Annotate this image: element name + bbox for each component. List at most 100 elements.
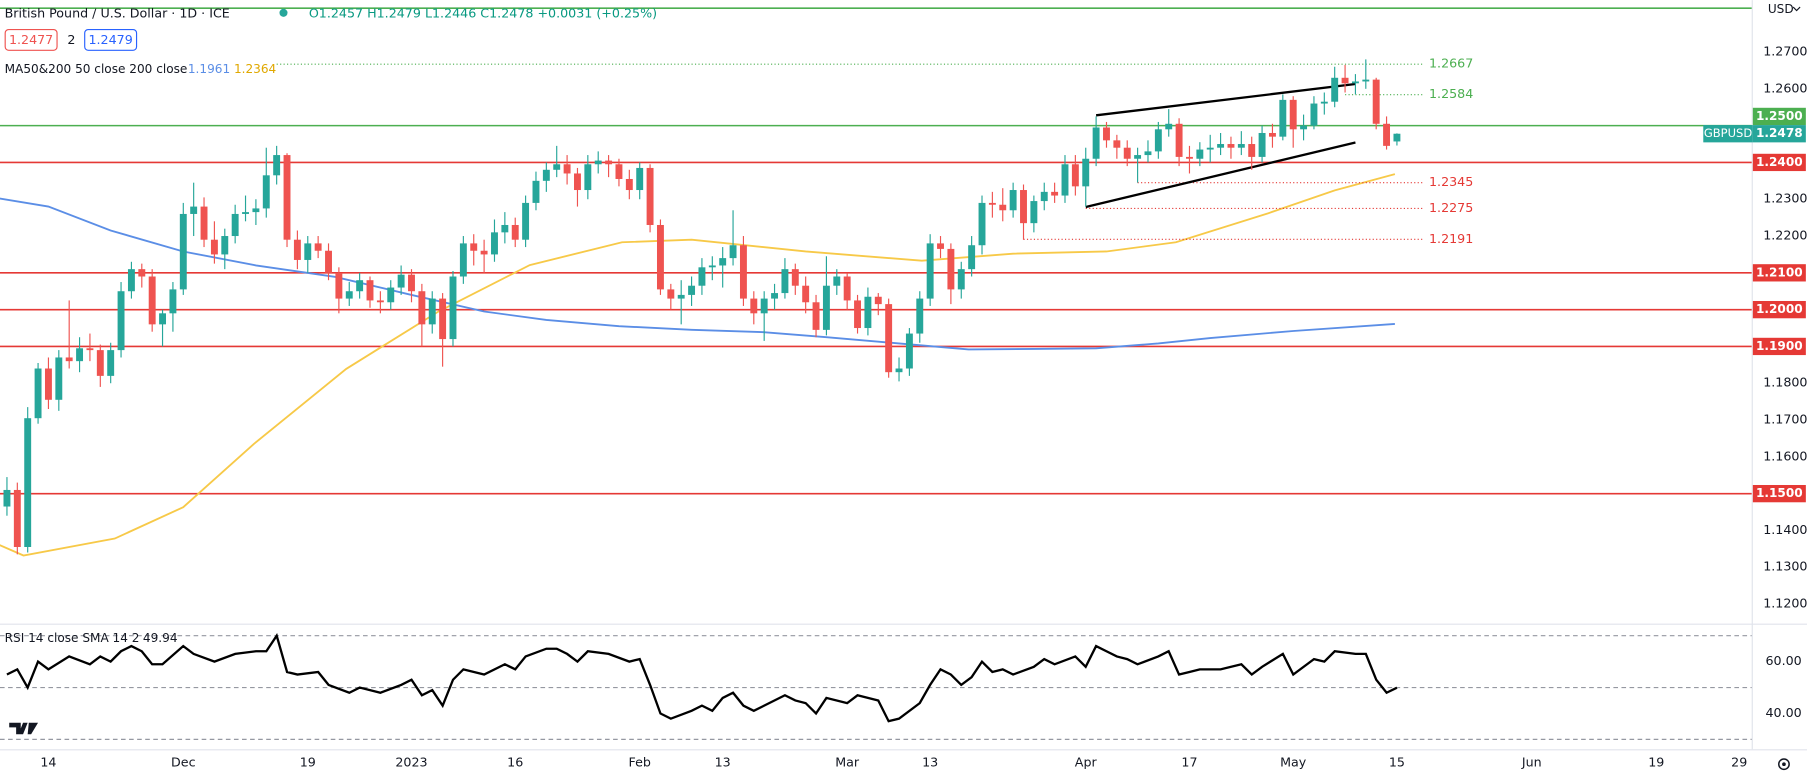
candle-body [584,164,592,191]
candle-body [439,298,447,340]
candle-body [854,300,861,329]
candle-body [625,178,633,191]
candle-body [262,175,270,209]
x-tick-label: May [1280,755,1307,770]
candle-body [812,302,820,330]
settings-icon[interactable] [1778,758,1790,771]
candle-body [1217,144,1225,148]
x-tick-label: 29 [1731,755,1747,770]
candle-body [138,269,146,277]
candle-body [252,208,260,213]
candle-body [86,348,94,351]
level-price-label: 1.2400 [1756,155,1803,169]
spread: 2 [67,32,75,47]
tv-logo[interactable] [9,722,39,735]
trendline [1085,141,1356,209]
candle-body [1268,132,1276,137]
level-price-box [1752,153,1806,172]
candle-body [480,250,488,255]
candle-body [117,291,125,351]
candle-body [864,296,872,329]
currency[interactable]: USD [1768,2,1794,16]
candle-body [729,245,737,259]
level-price-box [1752,484,1806,503]
rsi-legend[interactable]: RSI 14 close SMA 14 2 [5,631,140,645]
currency-dropdown-icon[interactable] [1792,6,1801,12]
candle-body [1362,79,1370,82]
candle-body [55,357,63,400]
candle-body [999,204,1007,211]
legend: British Pound / U.S. Dollar · 1D · ICE O… [4,2,1801,771]
candle-body [314,243,322,251]
candle-body [1175,123,1183,157]
candle-body [449,276,457,340]
y-tick-label: 1.1300 [1763,559,1807,574]
candle-body [283,155,291,240]
candle-body [1082,158,1090,187]
level-price-label: 1.2100 [1756,265,1803,279]
ask-price[interactable]: 1.2479 [88,32,132,47]
candle-body [397,274,405,288]
symbol-title[interactable]: British Pound / U.S. Dollar · 1D · ICE [5,5,230,20]
level-price-box [1752,337,1806,356]
candle-body [293,239,301,260]
symbol-label: GBPUSD [1704,126,1753,140]
candle-body [833,276,841,286]
annotation-label: 1.2667 [1429,56,1473,71]
candle-body [802,285,810,303]
settings-icon-center[interactable] [1782,762,1786,767]
candle-body [822,285,830,330]
level-price-box [1752,264,1806,282]
candle-body [335,272,343,299]
symbol-box [1703,125,1753,143]
x-tick-label: Jun [1521,755,1542,770]
candle-body [470,243,478,251]
level-price-label: 1.1900 [1756,339,1803,353]
candle-body [148,276,156,325]
last-price-box [1752,125,1806,143]
candle-body [159,313,167,325]
candle-body [65,357,73,362]
candle-body [1248,144,1256,157]
candle-body [501,224,509,233]
candle-body [594,160,602,165]
x-tick-label: 19 [300,755,316,770]
candle-body [44,368,52,400]
candle-body [688,285,696,295]
candle-body [221,236,229,255]
candle-body [1393,133,1401,142]
y-tick-label: 1.1700 [1763,412,1807,427]
candle-body [926,243,934,299]
candle-body [916,298,924,334]
x-tick-label: 13 [922,755,938,770]
candle-body [34,368,42,419]
candle-body [428,298,436,325]
ma50-value: 1.2364 [234,62,277,76]
candle-body [957,269,965,290]
candle-body [968,245,976,270]
x-tick-label: 15 [1389,755,1405,770]
bid-price[interactable]: 1.2477 [9,32,53,47]
candle-body [1071,164,1079,187]
candle-body [169,289,177,314]
candle-body [947,248,955,290]
candle-body [988,202,996,205]
rsi-line [6,632,1398,723]
y-tick-label: 1.2300 [1763,191,1807,206]
ask-box[interactable] [84,28,138,51]
candle-body [563,164,571,174]
moving-average-line [0,173,1396,557]
bid-box[interactable] [4,28,58,51]
candle-body [1331,77,1339,102]
candle-body [532,180,540,203]
candle-body [843,276,851,301]
x-tick-label: Apr [1075,755,1098,770]
candle-body [1196,149,1204,159]
ma-legend[interactable]: MA50&200 50 close 200 close [5,62,188,76]
candle-body [1061,164,1069,196]
candle-body [1351,81,1359,84]
candle-body [1123,147,1131,159]
candle-body [511,224,519,240]
candle-body [667,289,675,299]
